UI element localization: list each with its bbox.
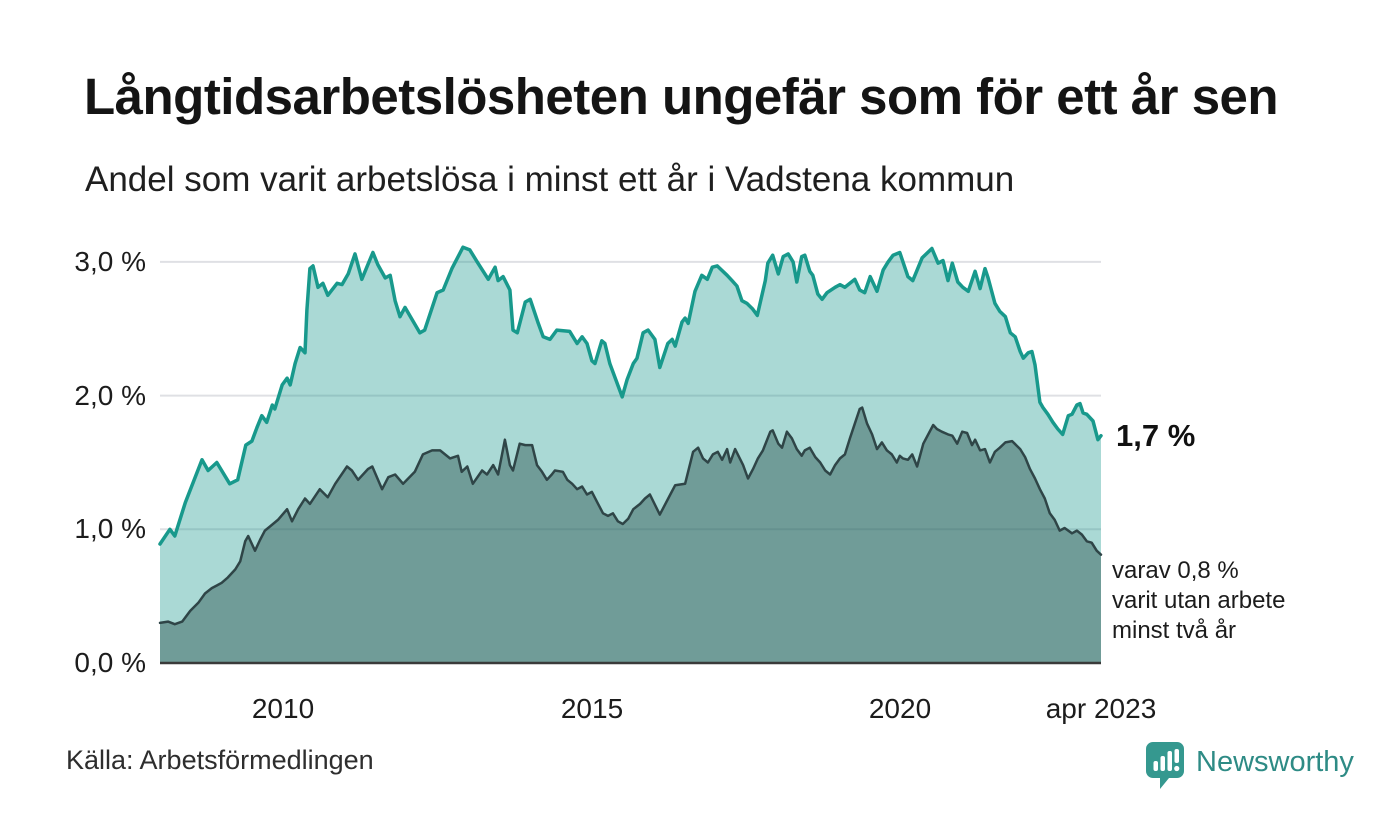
annotation-line-2: varit utan arbete [1112,587,1286,614]
y-tick-label: 1,0 % [74,513,146,545]
x-tick-label: 2020 [868,693,932,724]
x-tick-label: apr 2023 [1045,693,1157,724]
area-total-series [160,247,1101,663]
annotation-latest-subset: varav 0,8 % varit utan arbete minst två … [1112,556,1285,646]
y-tick-label: 2,0 % [74,379,146,411]
line-total-series [158,245,1103,546]
x-tick-label: 2015 [560,693,624,724]
y-tick-label: 3,0 % [74,245,146,277]
newsworthy-wordmark: Newsworthy [1196,746,1354,778]
annotation-latest-total: 1,7 % [1116,418,1196,453]
page-title: Långtidsarbetslösheten ungefär som för e… [84,68,1279,125]
y-tick-label: 0,0 % [74,647,146,678]
newsworthy-bar-chart-pin-icon [1146,742,1186,795]
annotation-line-3: minst två år [1112,617,1237,644]
chart-subtitle: Andel som varit arbetslösa i minst ett å… [85,160,1015,199]
source-note: Källa: Arbetsförmedlingen [66,745,374,775]
x-tick-label: 2010 [251,693,315,724]
newsworthy-logo[interactable]: Newsworthy [1146,742,1354,795]
line-subset-series [158,406,1103,626]
annotation-line-1: varav 0,8 % [1112,557,1239,584]
area-subset-series [160,407,1101,663]
x-axis-labels: 2010 2015 2020 apr 2023 [0,692,1400,728]
